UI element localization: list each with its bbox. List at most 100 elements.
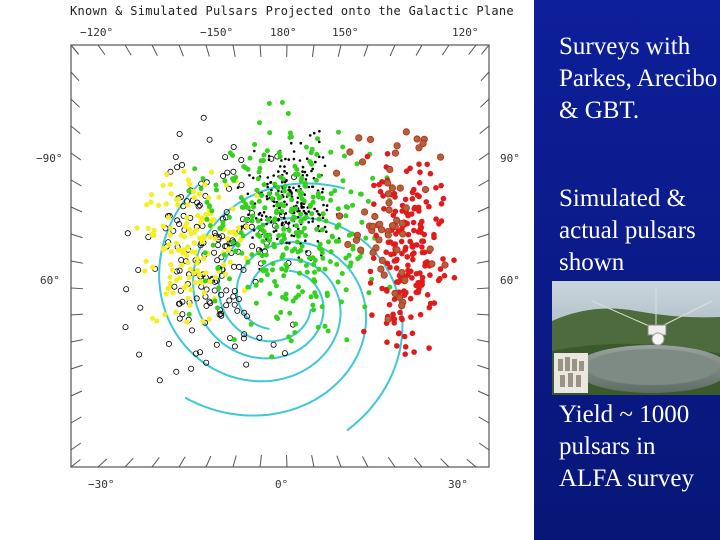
red-pulsar [405, 231, 412, 238]
known-pulsar-dot [272, 230, 276, 233]
known-pulsar-open [235, 296, 242, 303]
known-pulsar-dot [276, 237, 279, 241]
dark-red-pulsar [336, 212, 344, 220]
green-pulsar [350, 202, 356, 208]
arecibo-telescope-photo-icon [552, 281, 720, 395]
red-pulsar [407, 295, 414, 302]
known-pulsar-dot [283, 165, 286, 168]
green-pulsar [294, 223, 299, 229]
green-pulsar [312, 269, 317, 275]
yellow-pulsar [198, 220, 204, 226]
dark-red-pulsar [426, 245, 434, 253]
dark-red-pulsar [393, 142, 401, 150]
green-pulsar [299, 175, 305, 181]
edge-tick [478, 416, 490, 424]
green-pulsar [340, 178, 346, 184]
green-pulsar [296, 284, 301, 290]
green-pulsar [259, 193, 265, 198]
red-pulsar [419, 281, 426, 288]
yellow-pulsar [196, 191, 202, 197]
green-pulsar [258, 158, 264, 164]
red-pulsar [436, 221, 442, 227]
yellow-pulsar [202, 182, 208, 188]
known-pulsar-dot [270, 188, 273, 192]
red-pulsar [426, 345, 432, 351]
red-pulsar [398, 315, 405, 322]
yellow-pulsar [226, 246, 232, 252]
red-pulsar [413, 289, 420, 296]
known-pulsar-open [176, 220, 183, 227]
known-pulsar-dot [317, 212, 320, 216]
green-pulsar [307, 255, 312, 261]
dark-red-pulsar [388, 222, 397, 230]
green-pulsar [210, 242, 216, 248]
green-pulsar [345, 204, 350, 210]
red-pulsar [385, 239, 392, 246]
green-pulsar [272, 216, 278, 222]
known-pulsar-dot [272, 174, 276, 177]
red-pulsar [364, 153, 371, 160]
known-pulsar-open [171, 283, 178, 290]
green-pulsar [287, 130, 293, 136]
dark-red-pulsar [380, 271, 388, 279]
known-pulsar-dot [292, 186, 295, 190]
green-pulsar [346, 232, 352, 238]
yellow-pulsar [142, 268, 148, 274]
green-pulsar [298, 211, 304, 217]
green-pulsar [267, 291, 273, 297]
edge-tick [232, 455, 237, 468]
edge-tick [476, 313, 490, 316]
top-tick-label: −150° [200, 26, 234, 39]
dark-red-pulsar [375, 236, 383, 244]
red-pulsar [394, 343, 400, 349]
yellow-pulsar [193, 227, 199, 233]
green-pulsar [262, 205, 268, 211]
green-pulsar [315, 191, 321, 196]
known-pulsar-dot [297, 185, 301, 188]
right-tick-label: 90° [500, 152, 520, 165]
green-pulsar [290, 298, 296, 304]
red-pulsar [391, 258, 398, 264]
yellow-pulsar [179, 262, 185, 268]
green-pulsar [302, 216, 308, 222]
edge-tick [70, 313, 84, 316]
yellow-pulsar [221, 262, 227, 268]
green-pulsar [261, 182, 267, 188]
green-pulsar [328, 197, 334, 203]
green-pulsar [256, 169, 262, 175]
dark-red-pulsar [399, 230, 407, 238]
known-pulsar-dot [300, 202, 303, 206]
known-pulsar-dot [317, 224, 320, 228]
edge-tick [151, 457, 160, 468]
dark-red-pulsar [396, 184, 404, 192]
known-pulsar-dot [269, 181, 272, 184]
edge-tick [205, 455, 212, 468]
known-pulsar-open [224, 169, 231, 176]
green-pulsar [326, 239, 331, 245]
known-pulsar-dot [313, 207, 316, 211]
green-pulsar [200, 176, 206, 182]
green-pulsar [249, 200, 255, 206]
red-pulsar [390, 241, 397, 247]
green-pulsar [287, 310, 293, 316]
yellow-pulsar [223, 182, 229, 188]
green-pulsar [286, 192, 292, 198]
known-pulsar-open [188, 365, 195, 372]
green-pulsar [207, 204, 212, 209]
red-pulsar [409, 275, 415, 281]
green-pulsar [301, 225, 307, 231]
dark-red-pulsar [346, 148, 354, 156]
dark-red-pulsar [384, 231, 392, 239]
known-pulsar-dot [257, 213, 261, 216]
green-pulsar [279, 100, 285, 105]
known-pulsar-dot [284, 220, 288, 224]
dark-red-pulsar [398, 220, 406, 228]
green-pulsar [269, 196, 275, 202]
known-pulsar-dot [278, 165, 282, 168]
green-pulsar [221, 252, 227, 258]
green-pulsar [289, 197, 295, 203]
red-pulsar [431, 234, 437, 241]
red-pulsar [395, 330, 402, 337]
known-pulsar-dot [297, 256, 301, 259]
known-pulsar-dot [283, 200, 286, 204]
